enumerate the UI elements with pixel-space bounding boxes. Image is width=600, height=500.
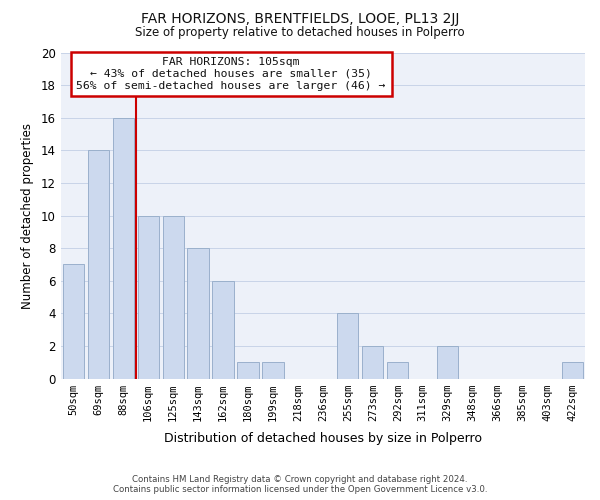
Bar [437,346,458,378]
Text: FAR HORIZONS, BRENTFIELDS, LOOE, PL13 2JJ: FAR HORIZONS, BRENTFIELDS, LOOE, PL13 2J… [141,12,459,26]
Bar [88,150,109,378]
Text: Contains HM Land Registry data © Crown copyright and database right 2024.
Contai: Contains HM Land Registry data © Crown c… [113,474,487,494]
Bar [562,362,583,378]
Bar [187,248,209,378]
Bar [337,314,358,378]
Bar [163,216,184,378]
Bar [62,264,84,378]
Y-axis label: Number of detached properties: Number of detached properties [21,122,34,308]
Bar [238,362,259,378]
Bar [113,118,134,378]
Text: Size of property relative to detached houses in Polperro: Size of property relative to detached ho… [135,26,465,39]
Bar [362,346,383,378]
X-axis label: Distribution of detached houses by size in Polperro: Distribution of detached houses by size … [164,432,482,445]
Bar [212,280,233,378]
Text: FAR HORIZONS: 105sqm
← 43% of detached houses are smaller (35)
56% of semi-detac: FAR HORIZONS: 105sqm ← 43% of detached h… [76,58,386,90]
Bar [137,216,159,378]
Bar [262,362,284,378]
Bar [387,362,409,378]
